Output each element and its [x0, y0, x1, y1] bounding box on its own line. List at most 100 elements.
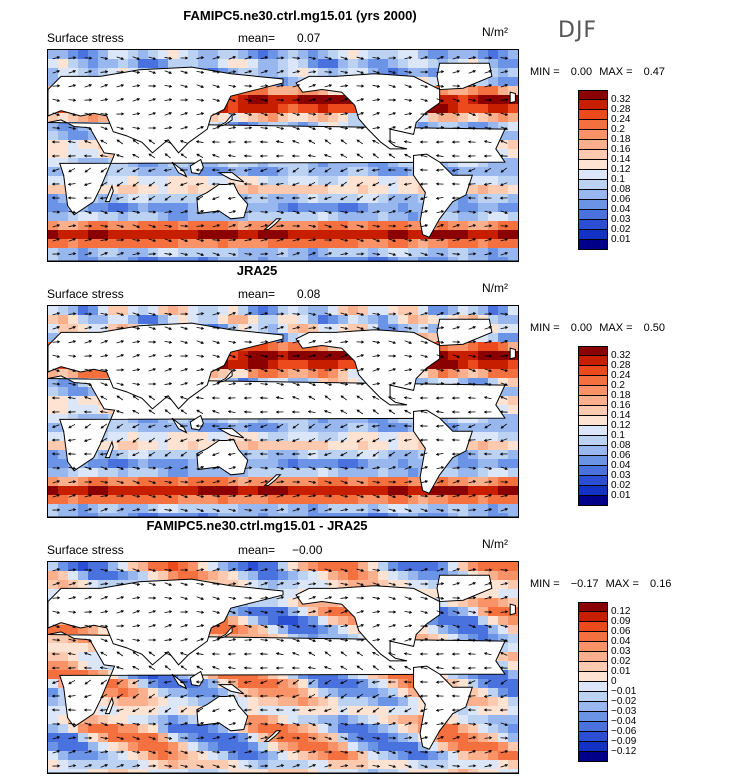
- stress-vector: [179, 168, 188, 172]
- stress-cell: [298, 751, 309, 761]
- stress-vector: [67, 410, 76, 414]
- stress-cell: [158, 733, 169, 743]
- stress-cell: [448, 634, 459, 644]
- stress-cell: [278, 715, 289, 725]
- stress-cell: [228, 324, 239, 334]
- stress-cell: [488, 230, 499, 240]
- stress-vector: [308, 651, 316, 657]
- stress-cell: [188, 724, 199, 734]
- stress-vector: [340, 139, 348, 145]
- stress-cell: [508, 104, 518, 114]
- stress-vector: [212, 354, 221, 358]
- stress-cell: [468, 697, 479, 707]
- stress-vector: [468, 312, 477, 316]
- stress-cell: [358, 230, 369, 240]
- land-outline: [509, 347, 516, 360]
- stress-cell: [358, 742, 369, 752]
- stress-cell: [208, 625, 219, 635]
- stress-cell: [68, 158, 79, 168]
- stress-vector: [83, 396, 92, 400]
- stress-cell: [468, 468, 479, 478]
- stress-cell: [158, 513, 169, 517]
- stress-cell: [228, 360, 239, 370]
- stress-vector: [51, 182, 60, 186]
- stress-vector: [308, 395, 316, 401]
- stress-cell: [138, 248, 149, 258]
- stress-vector: [324, 480, 333, 484]
- stress-vector: [484, 84, 493, 88]
- stress-cell: [148, 477, 159, 487]
- stress-cell: [498, 194, 509, 204]
- stress-cell: [368, 760, 379, 770]
- stress-cell: [238, 221, 249, 231]
- stress-vector: [356, 750, 365, 754]
- stress-cell: [148, 194, 159, 204]
- stress-cell: [298, 486, 309, 496]
- stress-vector: [260, 750, 269, 754]
- stress-vector: [68, 679, 76, 685]
- stress-vector: [372, 238, 381, 242]
- stress-cell: [78, 580, 89, 590]
- stress-cell: [58, 625, 69, 635]
- stress-vector: [164, 722, 173, 726]
- stress-cell: [328, 50, 339, 60]
- stress-cell: [98, 59, 109, 69]
- stress-cell: [298, 468, 309, 478]
- stress-cell: [488, 378, 499, 388]
- stress-cell: [248, 221, 259, 231]
- stress-cell: [198, 257, 209, 261]
- stress-cell: [498, 751, 509, 761]
- stress-vector: [467, 140, 476, 144]
- stress-cell: [498, 486, 509, 496]
- stress-cell: [458, 104, 469, 114]
- stress-cell: [428, 77, 439, 87]
- stress-vector: [452, 624, 461, 628]
- stress-vector: [308, 326, 317, 330]
- stress-cell: [58, 59, 69, 69]
- stress-cell: [228, 315, 239, 325]
- stress-cell: [168, 513, 179, 517]
- colorbar-tick-label: −0.01: [611, 686, 637, 697]
- stress-cell: [448, 212, 459, 222]
- stress-cell: [468, 86, 479, 96]
- stress-vector: [116, 312, 125, 316]
- stress-vector: [212, 610, 221, 614]
- stress-vector: [308, 238, 317, 242]
- stress-vector: [180, 56, 189, 60]
- stress-cell: [168, 724, 179, 734]
- stress-vector: [292, 56, 301, 60]
- stress-cell: [138, 185, 149, 195]
- stress-vector: [468, 168, 476, 173]
- stress-vector: [99, 154, 108, 158]
- stress-cell: [158, 468, 169, 478]
- stress-vector: [436, 736, 445, 740]
- land-outline: [217, 369, 233, 383]
- land-outline: [171, 417, 188, 434]
- stress-vector: [212, 480, 221, 484]
- stress-vector: [148, 582, 157, 586]
- stress-cell: [468, 715, 479, 725]
- stress-cell: [358, 257, 369, 261]
- stress-cell: [308, 230, 319, 240]
- stress-cell: [278, 203, 289, 213]
- stress-vector: [452, 98, 461, 102]
- stress-vector: [436, 98, 445, 102]
- stress-cell: [328, 441, 339, 451]
- stress-cell: [78, 724, 89, 734]
- stress-cell: [328, 580, 339, 590]
- stress-cell: [188, 688, 199, 698]
- stress-cell: [48, 441, 59, 451]
- stress-vector: [212, 252, 221, 256]
- stress-cell: [78, 306, 89, 316]
- stress-vector: [483, 410, 492, 414]
- stress-cell: [58, 414, 69, 424]
- stress-cell: [148, 185, 159, 195]
- stress-cell: [258, 486, 269, 496]
- stress-vector: [340, 340, 349, 344]
- stress-cell: [478, 351, 489, 361]
- stress-cell: [338, 324, 349, 334]
- stress-cell: [58, 221, 69, 231]
- stress-cell: [228, 59, 239, 69]
- stress-vector: [324, 582, 333, 586]
- stress-cell: [98, 203, 109, 213]
